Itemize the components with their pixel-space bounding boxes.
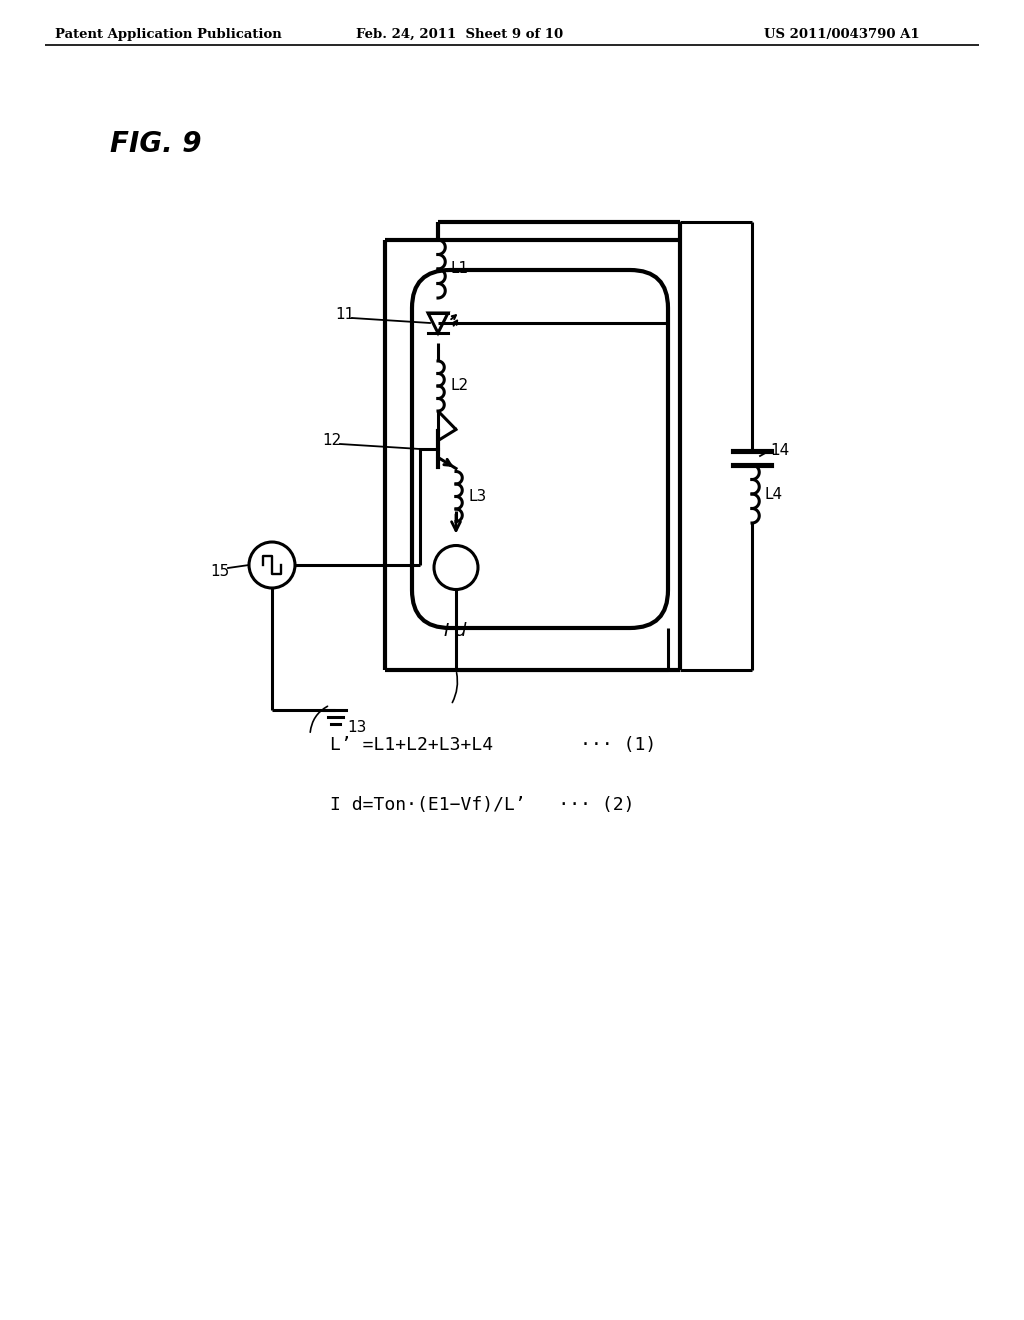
Text: 12: 12 — [322, 433, 341, 449]
Text: 14: 14 — [770, 442, 790, 458]
Text: L1: L1 — [451, 261, 469, 276]
Text: 13: 13 — [347, 719, 367, 735]
Text: 11: 11 — [335, 308, 354, 322]
Text: L2: L2 — [451, 379, 469, 393]
Text: L’ =L1+L2+L3+L4        ··· (1): L’ =L1+L2+L3+L4 ··· (1) — [330, 737, 656, 754]
Text: FIG. 9: FIG. 9 — [110, 129, 202, 158]
Text: Patent Application Publication: Patent Application Publication — [55, 28, 282, 41]
Text: I d: I d — [443, 623, 466, 640]
Text: L4: L4 — [764, 487, 782, 502]
Text: L3: L3 — [468, 488, 486, 504]
Text: I d=Ton·(E1−Vf)/L’   ··· (2): I d=Ton·(E1−Vf)/L’ ··· (2) — [330, 796, 635, 814]
Text: US 2011/0043790 A1: US 2011/0043790 A1 — [764, 28, 920, 41]
Text: Feb. 24, 2011  Sheet 9 of 10: Feb. 24, 2011 Sheet 9 of 10 — [356, 28, 563, 41]
Circle shape — [249, 543, 295, 587]
Text: 15: 15 — [210, 564, 229, 578]
Circle shape — [434, 545, 478, 590]
